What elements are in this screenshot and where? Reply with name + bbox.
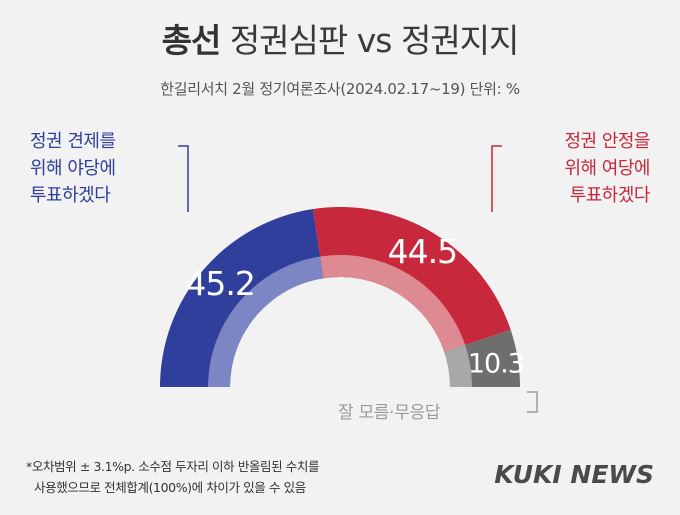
title-rest: 정권심판 vs 정권지지 [220,21,520,60]
slice-inner-ring-2 [320,254,466,353]
title-bold: 총선 [161,21,222,60]
brand-logo: KUKI NEWS [494,460,654,489]
slice-inner-ring-3 [444,345,472,387]
slice-value-label: 10.3 [468,349,524,380]
slice-value-label: 45.2 [185,264,254,303]
legend-right-line: 정권 안정을 [564,131,650,152]
legend-unknown: 잘 모름·무응답 [338,403,441,423]
leader-line-left [178,145,189,212]
chart-subtitle: 한길리서치 2월 정기여론조사(2024.02.17~19) 단위: % [160,80,520,98]
footnote-line: 사용했으므로 전체합계(100%)에 차이가 있을 수 있음 [34,480,306,495]
legend-left-line: 위해 야당에 [30,158,116,179]
chart-title: 총선 정권심판 vs 정권지지 [0,14,680,62]
slice-1 [160,209,324,387]
leader-line-right [491,145,502,212]
slice-inner-ring-1 [208,256,324,387]
slice-value-label: 44.5 [388,232,457,271]
footnote: *오차범위 ± 3.1%p. 소수점 두자리 이하 반올림된 수치를 사용했으므… [26,456,320,498]
legend-left-line: 투표하겠다 [30,185,111,206]
legend-right-line: 위해 여당에 [564,158,650,179]
legend-right: 정권 안정을 위해 여당에 투표하겠다 [564,128,650,209]
legend-left: 정권 견제를 위해 야당에 투표하겠다 [30,128,116,209]
legend-left-line: 정권 견제를 [30,131,116,152]
footnote-line: *오차범위 ± 3.1%p. 소수점 두자리 이하 반올림된 수치를 [26,459,320,474]
legend-right-line: 투표하겠다 [569,185,651,206]
leader-line-unknown [527,391,538,413]
